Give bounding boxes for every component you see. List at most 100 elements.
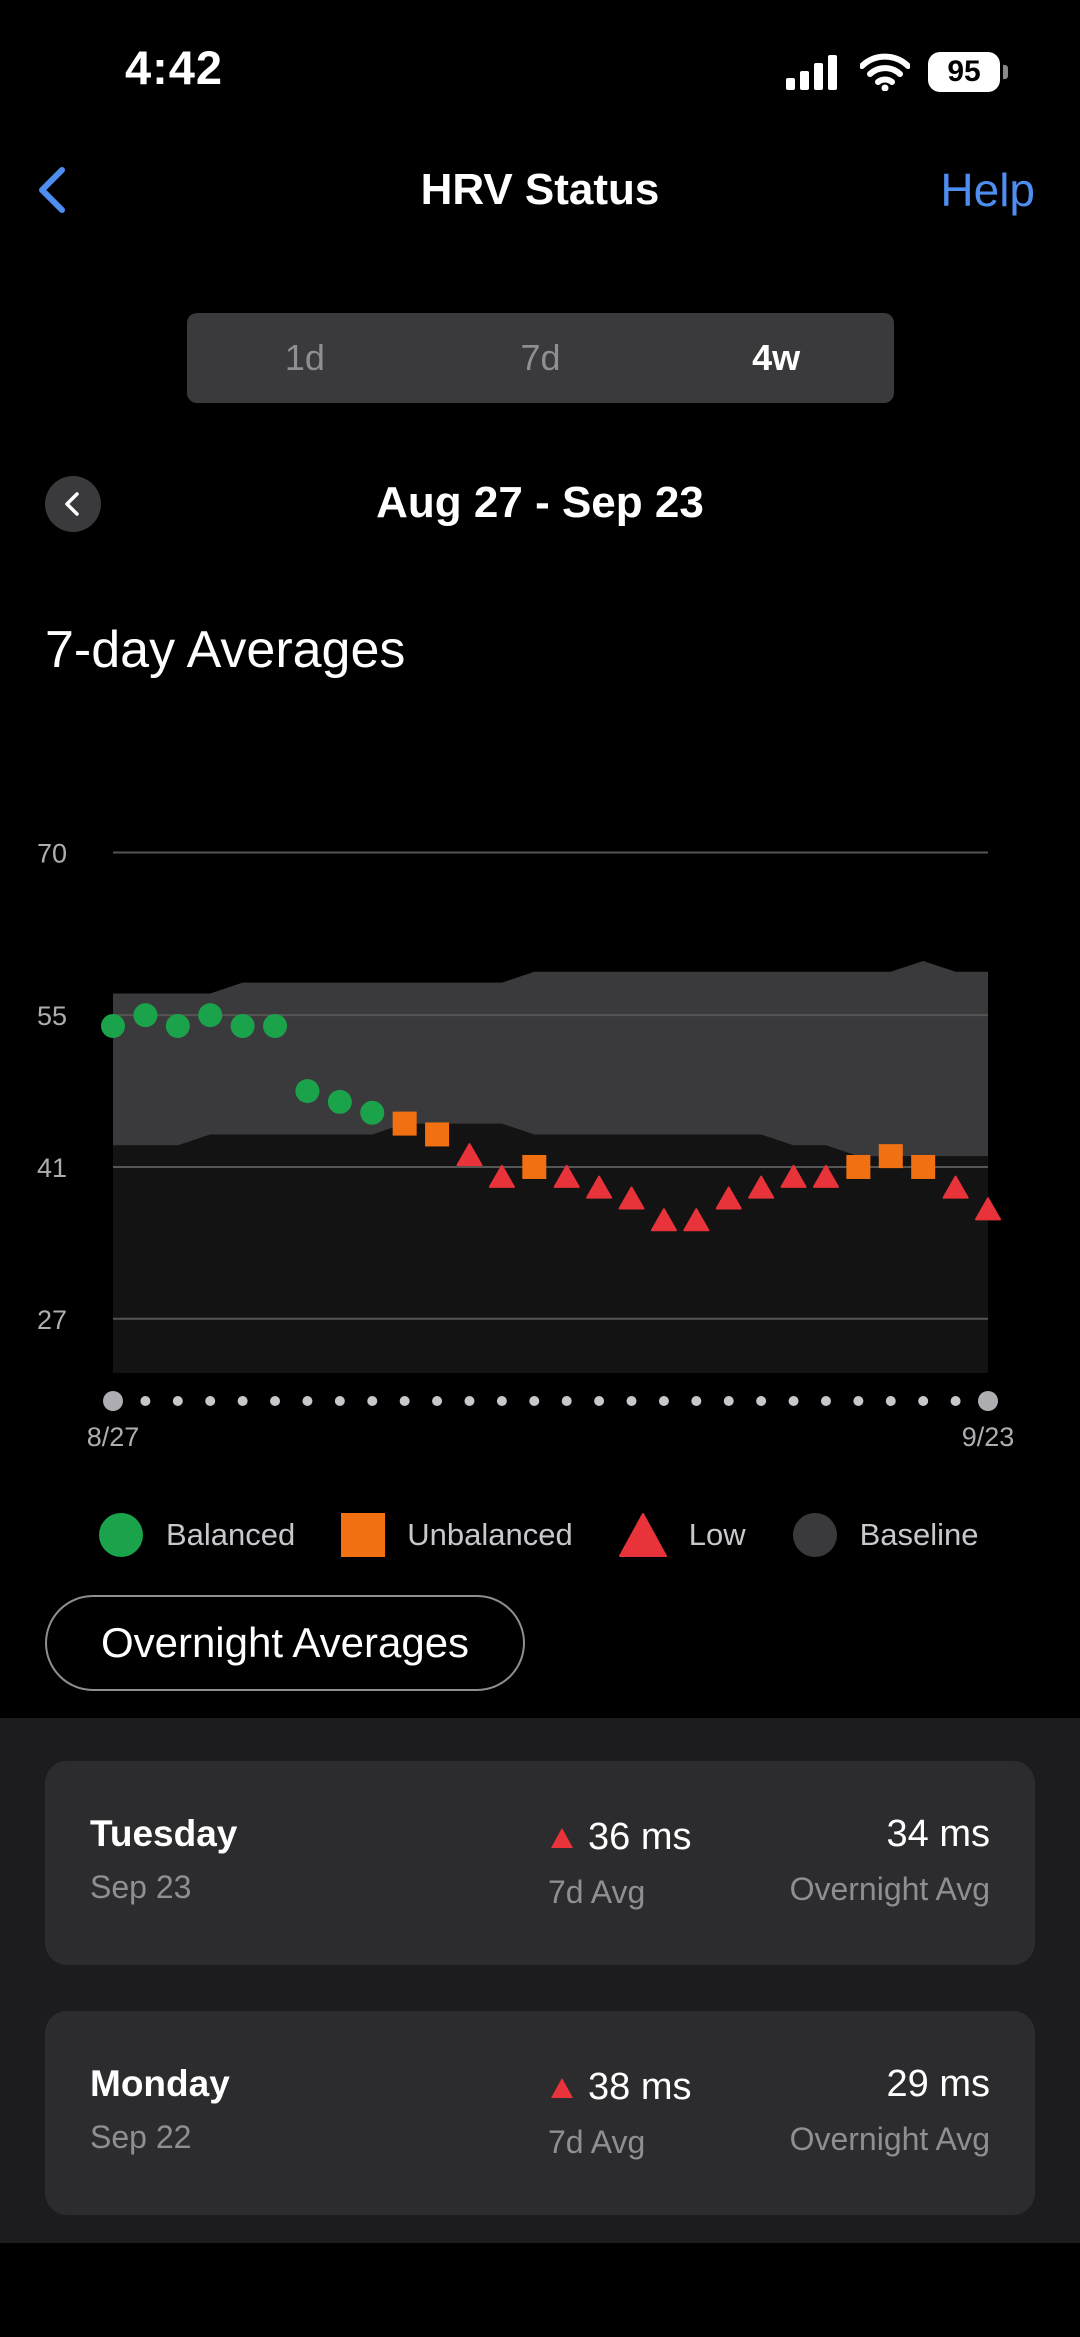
x-axis-day-dot [950, 1396, 961, 1406]
y-tick-label: 41 [37, 1153, 67, 1183]
low-triangle-icon [551, 2077, 573, 2098]
data-point-low [488, 1164, 515, 1188]
data-point-balanced [101, 1014, 125, 1039]
legend-label: Unbalanced [407, 1517, 573, 1552]
x-axis-day-dot [302, 1396, 313, 1406]
x-tick-label: 9/23 [962, 1422, 1015, 1452]
x-axis-day-dot [788, 1396, 799, 1406]
x-axis-day-dot [561, 1396, 572, 1406]
x-axis-day-dot [594, 1396, 605, 1406]
segment-1d[interactable]: 1d [284, 337, 325, 378]
seven-day-avg: 38 ms [550, 2066, 691, 2109]
x-axis-day-dot [820, 1396, 831, 1406]
daily-list: Tuesday Sep 23 36 ms 7d Avg 34 ms Overni… [0, 1718, 1080, 2243]
overnight-avg-value: 34 ms [886, 1813, 990, 1855]
x-axis-day-dot [140, 1396, 151, 1406]
low-triangle-icon [551, 1827, 573, 1848]
overnight-averages-button[interactable]: Overnight Averages [45, 1595, 525, 1691]
seven-day-avg-label: 7d Avg [548, 1874, 646, 1910]
day-card-tuesday[interactable]: Tuesday Sep 23 36 ms 7d Avg 34 ms Overni… [45, 1761, 1035, 1965]
cellular-signal-icon [786, 55, 837, 90]
x-axis-day-dot [464, 1396, 475, 1406]
seven-day-avg: 36 ms [550, 1816, 691, 1859]
x-axis-day-dot [723, 1396, 734, 1406]
data-point-balanced [133, 1003, 158, 1028]
x-axis-day-dot [172, 1396, 183, 1406]
x-axis-day-dot [237, 1396, 248, 1406]
data-point-low [456, 1143, 483, 1167]
data-point-balanced [198, 1003, 223, 1028]
baseline-band [113, 960, 988, 1157]
x-axis-day-dot [978, 1391, 998, 1411]
day-date: Sep 23 [90, 1869, 192, 1905]
green-circle-icon [99, 1513, 143, 1557]
legend-item-low: Low [618, 1513, 746, 1557]
battery-level: 95 [928, 52, 1000, 92]
data-point-balanced [327, 1089, 352, 1114]
x-axis-day-dot [270, 1396, 281, 1406]
data-point-balanced [263, 1014, 288, 1039]
status-time: 4:42 [125, 41, 224, 94]
help-link[interactable]: Help [940, 164, 1035, 216]
x-axis-day-dot [691, 1396, 702, 1406]
data-point-low [650, 1208, 677, 1232]
segment-4w[interactable]: 4w [752, 337, 801, 378]
status-bar: 4:42 95 [0, 0, 1080, 140]
seven-day-avg-label: 7d Avg [548, 2124, 646, 2160]
data-point-low [975, 1197, 1001, 1221]
x-axis-day-dot [756, 1396, 767, 1406]
overnight-avg-label: Overnight Avg [789, 1871, 990, 1907]
x-axis-day-dot [367, 1396, 378, 1406]
data-point-balanced [230, 1014, 255, 1039]
data-point-unbalanced [392, 1111, 417, 1136]
x-axis-day-dot [432, 1396, 443, 1406]
hrv-chart: 70 55 41 27 8/27 9/23 [37, 820, 1015, 1452]
data-point-unbalanced [522, 1154, 547, 1179]
y-tick-label: 27 [37, 1305, 67, 1335]
x-axis-day-dot [885, 1396, 896, 1406]
x-axis-day-dot [399, 1396, 410, 1406]
data-point-unbalanced [911, 1154, 936, 1179]
x-axis-day-dot [658, 1396, 669, 1406]
page-title: HRV Status [420, 165, 660, 214]
day-card-monday[interactable]: Monday Sep 22 38 ms 7d Avg 29 ms Overnig… [45, 2011, 1035, 2215]
y-tick-label: 70 [37, 839, 67, 869]
x-axis-day-dot [626, 1396, 637, 1406]
x-axis-day-dot [103, 1391, 123, 1411]
data-point-low [780, 1164, 807, 1188]
back-button[interactable] [30, 160, 80, 220]
x-axis-day-dot [205, 1396, 216, 1406]
status-icons: 95 [786, 50, 1008, 94]
x-axis-day-dot [334, 1396, 345, 1406]
legend-label: Low [688, 1517, 746, 1552]
chevron-left-icon [65, 492, 79, 516]
section-title: 7-day Averages [45, 621, 406, 679]
x-axis-day-dot [918, 1396, 929, 1406]
previous-range-button[interactable] [45, 476, 101, 532]
chart-legend: Balanced Unbalanced Low Baseline [98, 1510, 1025, 1560]
chevron-left-icon [39, 167, 65, 213]
data-point-low [942, 1175, 969, 1199]
day-name: Monday [90, 2063, 230, 2104]
orange-square-icon [341, 1513, 386, 1557]
overnight-avg-value: 29 ms [886, 2063, 990, 2105]
data-point-low [553, 1164, 580, 1188]
segment-7d[interactable]: 7d [520, 337, 561, 378]
legend-label: Baseline [859, 1517, 979, 1552]
data-point-unbalanced [425, 1122, 450, 1147]
overnight-avg-label: Overnight Avg [789, 2121, 990, 2157]
day-name: Tuesday [90, 1813, 238, 1854]
data-point-low [748, 1175, 775, 1199]
data-point-low [683, 1208, 710, 1232]
legend-item-baseline: Baseline [792, 1512, 979, 1558]
date-range-label: Aug 27 - Sep 23 [376, 478, 704, 527]
legend-label: Balanced [166, 1517, 296, 1552]
x-axis-day-dot [853, 1396, 864, 1406]
time-range-segmented-control: 1d 7d 4w [187, 313, 894, 403]
red-triangle-icon [618, 1513, 667, 1557]
x-tick-label: 8/27 [87, 1422, 140, 1452]
data-point-low [586, 1175, 613, 1199]
x-axis-day-dot [496, 1396, 507, 1406]
battery-icon: 95 [928, 52, 1008, 92]
data-point-balanced [295, 1079, 320, 1104]
